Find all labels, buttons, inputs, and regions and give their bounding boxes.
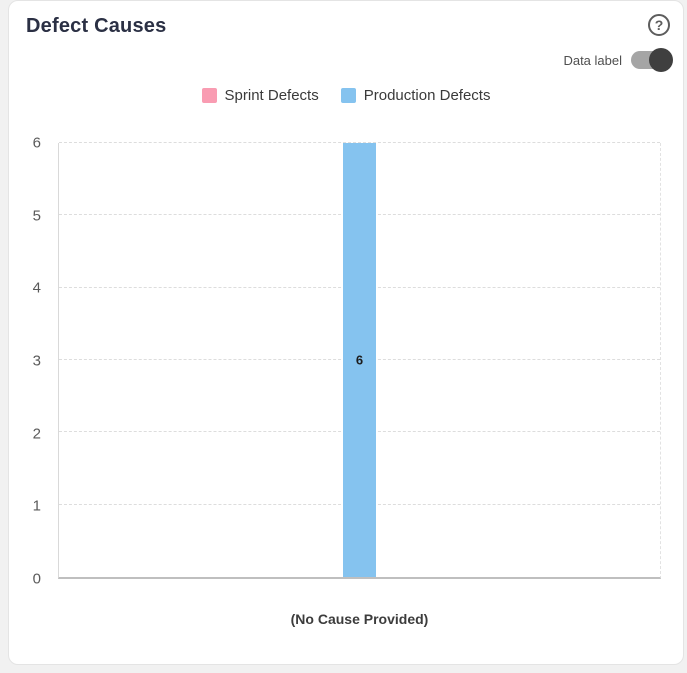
y-tick-label: 2 xyxy=(32,425,41,443)
legend-label: Production Defects xyxy=(363,87,491,104)
question-mark-glyph: ? xyxy=(654,17,664,33)
page-title: Defect Causes xyxy=(26,15,167,37)
y-tick-label: 1 xyxy=(32,497,41,515)
chart-legend: Sprint Defects Production Defects xyxy=(9,87,683,104)
legend-swatch-icon xyxy=(340,88,356,103)
toggle-knob-icon xyxy=(649,48,673,72)
data-label-toggle[interactable] xyxy=(631,48,673,72)
defect-causes-card: Defect Causes ? Data label Sprint Defect… xyxy=(8,0,684,665)
data-label-toggle-label: Data label xyxy=(563,52,622,68)
legend-swatch-icon xyxy=(201,88,217,103)
legend-label: Sprint Defects xyxy=(224,87,319,104)
y-axis-labels: 0 1 2 3 4 5 6 xyxy=(9,136,49,587)
bar-production-defects[interactable]: 6 xyxy=(343,143,376,577)
plot-area: 6 xyxy=(58,142,661,579)
bar-group: 6 xyxy=(343,143,376,577)
y-tick-label: 6 xyxy=(32,134,41,152)
y-tick-label: 4 xyxy=(32,279,41,297)
gridline xyxy=(59,142,660,143)
legend-item[interactable]: Sprint Defects xyxy=(201,87,319,104)
bar-data-label: 6 xyxy=(355,352,364,368)
help-icon[interactable]: ? xyxy=(648,14,670,36)
x-axis-labels: (No Cause Provided) xyxy=(58,611,661,627)
y-tick-label: 5 xyxy=(32,207,41,225)
legend-item[interactable]: Production Defects xyxy=(340,87,491,104)
data-label-toggle-row: Data label xyxy=(563,48,673,72)
y-tick-label: 3 xyxy=(32,352,41,370)
x-category-label: (No Cause Provided) xyxy=(290,611,429,627)
y-tick-label: 0 xyxy=(32,570,41,588)
bars: 6 xyxy=(59,143,660,577)
